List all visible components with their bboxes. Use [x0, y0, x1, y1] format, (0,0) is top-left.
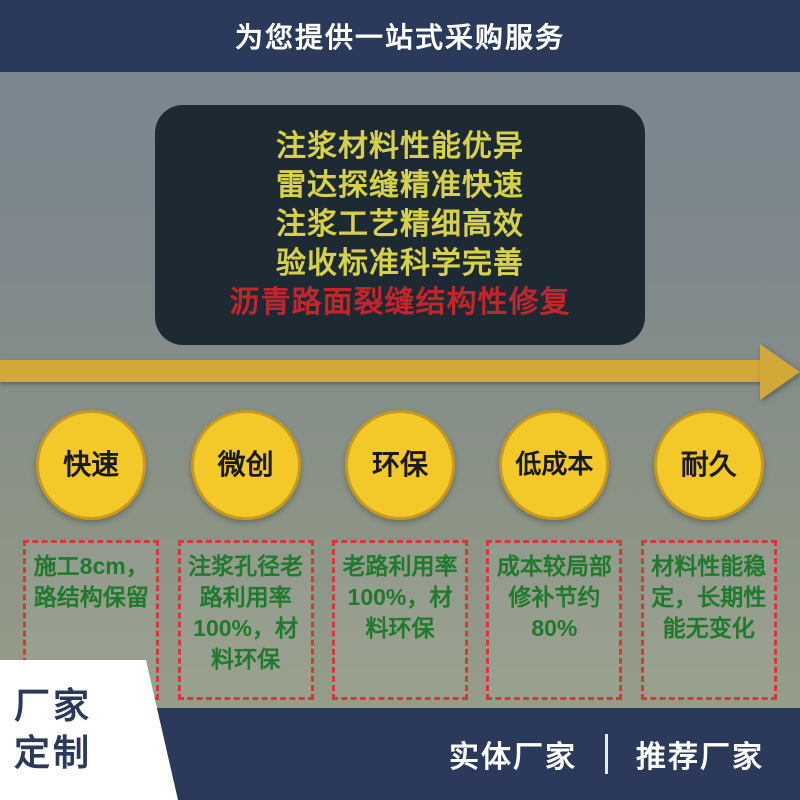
badge-fast: 快速: [36, 410, 146, 520]
feature-panel: 注浆材料性能优异 雷达探缝精准快速 注浆工艺精细高效 验收标准科学完善 沥青路面…: [155, 105, 645, 345]
top-header: 为您提供一站式采购服务: [0, 0, 800, 72]
footer-right: 实体厂家 推荐厂家: [449, 732, 764, 776]
header-title: 为您提供一站式采购服务: [235, 16, 565, 56]
detail-box-4: 成本较局部修补节约80%: [486, 540, 622, 700]
footer-item-1: 实体厂家: [449, 732, 577, 776]
detail-box-5: 材料性能稳定，长期性能无变化: [641, 540, 777, 700]
footer-item-2: 推荐厂家: [636, 732, 764, 776]
badge-minimal: 微创: [191, 410, 301, 520]
detail-text: 成本较局部修补节约80%: [493, 551, 615, 644]
badge-eco: 环保: [345, 410, 455, 520]
feature-subtitle: 沥青路面裂缝结构性修复: [230, 283, 571, 324]
timeline-arrow-bar: [0, 360, 770, 382]
feature-line-1: 注浆材料性能优异: [276, 127, 524, 166]
detail-text: 材料性能稳定，长期性能无变化: [648, 551, 770, 644]
corner-tab-line2: 定制: [14, 730, 178, 777]
footer-separator-icon: [605, 734, 608, 774]
badge-durable: 耐久: [654, 410, 764, 520]
badges-row: 快速 微创 环保 低成本 耐久: [0, 400, 800, 530]
feature-line-2: 雷达探缝精准快速: [276, 166, 524, 205]
badge-lowcost: 低成本: [499, 410, 609, 520]
badge-label: 低成本: [515, 451, 593, 478]
detail-box-3: 老路利用率100%，材料环保: [332, 540, 468, 700]
detail-text: 注浆孔径老路利用率100%，材料环保: [185, 551, 307, 675]
badge-label: 微创: [218, 450, 274, 479]
feature-line-4: 验收标准科学完善: [276, 244, 524, 283]
detail-text: 施工8cm，路结构保留: [30, 551, 152, 613]
badge-label: 耐久: [681, 450, 737, 479]
detail-box-2: 注浆孔径老路利用率100%，材料环保: [178, 540, 314, 700]
feature-line-3: 注浆工艺精细高效: [276, 205, 524, 244]
badge-label: 快速: [63, 450, 119, 479]
timeline-arrow-head-icon: [760, 344, 800, 400]
detail-text: 老路利用率100%，材料环保: [339, 551, 461, 644]
badge-label: 环保: [372, 450, 428, 479]
